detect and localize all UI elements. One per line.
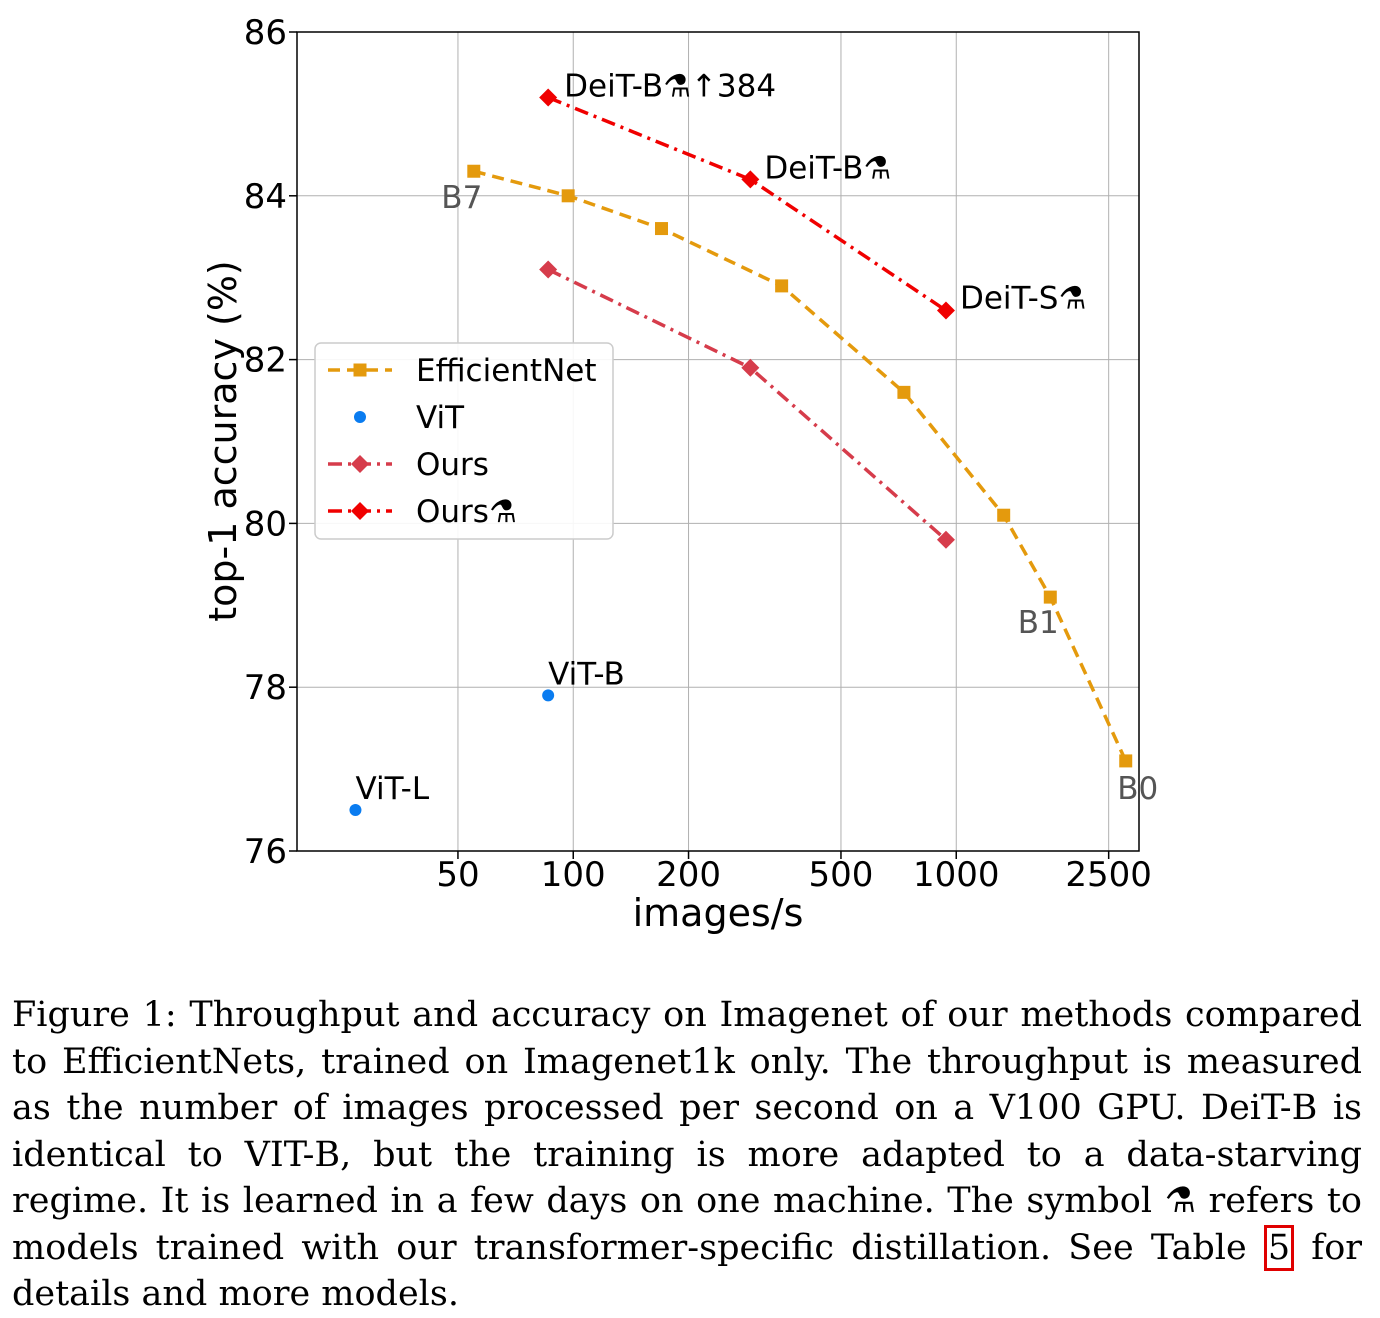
chart: 50 100 200 500 1000 2500 76 78 80 82 84 86 DeiT-B⚗… <box>201 13 1158 935</box>
x-tick-label: 1000 <box>913 855 1000 895</box>
data-point <box>539 88 558 107</box>
data-point <box>1043 590 1057 604</box>
annotation-label: B7 <box>441 180 482 216</box>
x-tick-label: 100 <box>541 855 606 895</box>
data-point <box>741 170 760 189</box>
annotation-label: DeiT-B⚗ <box>764 150 891 186</box>
x-tick-labels: 50 100 200 500 1000 2500 <box>436 855 1152 895</box>
legend-box <box>314 342 614 540</box>
y-tick-labels: 76 78 80 82 84 86 <box>244 13 287 872</box>
series-0 <box>467 164 1133 768</box>
annotation-label: B1 <box>1018 605 1059 641</box>
data-point <box>897 385 911 399</box>
data-point <box>775 279 789 293</box>
y-tick-label: 84 <box>244 177 287 217</box>
y-tick-label: 76 <box>244 832 287 872</box>
x-tick-label: 2500 <box>1065 855 1152 895</box>
x-tick-label: 50 <box>436 855 479 895</box>
caption-text: Figure 1: Throughput and accuracy on Ima… <box>12 995 1362 1268</box>
data-point <box>997 508 1011 522</box>
y-axis-title: top-1 accuracy (%) <box>201 260 245 622</box>
x-tick-label: 200 <box>656 855 721 895</box>
y-tick-label: 80 <box>244 504 287 544</box>
table-reference-link[interactable]: 5 <box>1263 1224 1295 1271</box>
x-tick-label: 500 <box>809 855 874 895</box>
legend-marker <box>353 363 367 377</box>
annotation-layer: DeiT-B⚗↑384 DeiT-B⚗ DeiT-S⚗ ViT-B ViT-L B7 B1 B… <box>355 69 1158 808</box>
y-tick-label: 82 <box>244 341 287 381</box>
series-2 <box>539 260 955 549</box>
legend-label: Ours⚗ <box>416 494 517 530</box>
series-layer <box>349 88 1133 817</box>
x-axis-title: images/s <box>633 891 804 935</box>
legend-marker <box>351 502 369 520</box>
y-tick-label: 78 <box>244 668 287 708</box>
annotation-label: ViT-L <box>355 771 429 807</box>
data-point <box>936 530 955 549</box>
data-point <box>542 689 555 702</box>
legend-label: EfficientNet <box>416 353 597 389</box>
data-point <box>467 164 481 178</box>
data-point <box>655 222 669 236</box>
series-1 <box>349 689 555 817</box>
figure-caption: Figure 1: Throughput and accuracy on Ima… <box>12 992 1362 1318</box>
legend-label: Ours <box>416 447 489 483</box>
annotation-label: DeiT-B⚗↑384 <box>564 69 776 105</box>
annotation-label: DeiT-S⚗ <box>960 280 1086 316</box>
data-point <box>741 358 760 377</box>
annotation-label: ViT-B <box>548 656 625 692</box>
legend-marker <box>354 411 366 423</box>
data-point <box>349 804 362 817</box>
y-tick-label: 86 <box>244 13 287 53</box>
legend: EfficientNet ViT Ours Ours⚗ <box>314 342 614 540</box>
series-3 <box>539 88 955 320</box>
legend-label: ViT <box>416 400 465 436</box>
plot-frame <box>296 31 1140 852</box>
legend-marker <box>351 455 369 473</box>
data-point <box>561 189 575 203</box>
data-point <box>539 260 558 279</box>
annotation-label: B0 <box>1117 771 1158 807</box>
series-line <box>473 169 1128 762</box>
data-point <box>1119 754 1133 768</box>
data-point <box>936 301 955 320</box>
